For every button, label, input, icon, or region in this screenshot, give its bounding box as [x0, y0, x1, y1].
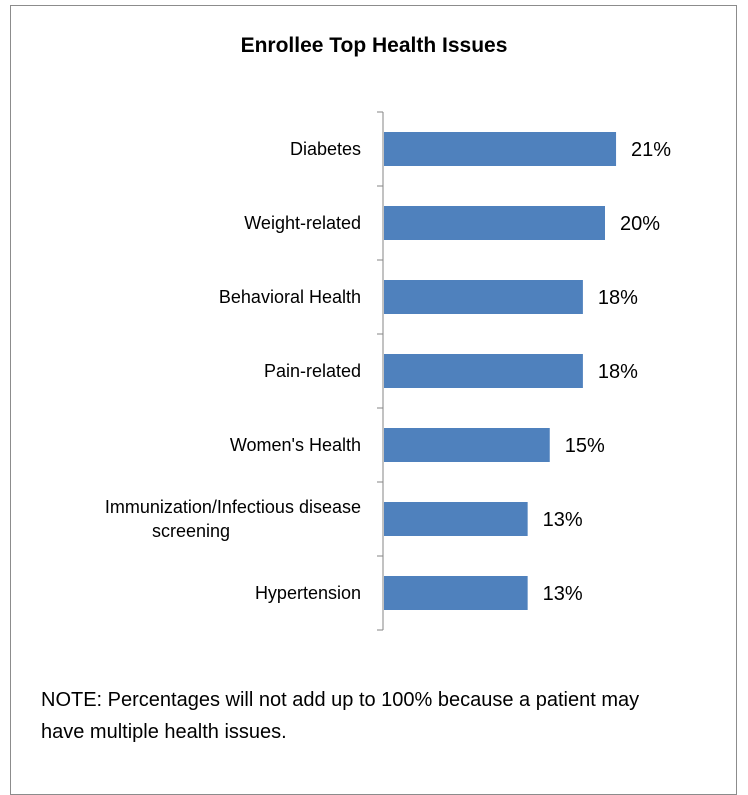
data-label: 15% [565, 435, 605, 457]
bar [384, 354, 583, 388]
bar [384, 428, 550, 462]
chart-title: Enrollee Top Health Issues [240, 34, 508, 57]
data-label: 18% [598, 287, 638, 309]
bar [384, 132, 617, 166]
data-label: 20% [620, 213, 660, 235]
bar [384, 206, 605, 240]
category-label: Weight-related [244, 213, 361, 233]
bar [384, 280, 583, 314]
category-label: Women's Health [230, 435, 361, 455]
category-label: Diabetes [290, 139, 361, 159]
chart-note: NOTE: Percentages will not add up to 100… [41, 689, 640, 743]
category-label: screening [152, 521, 230, 541]
category-label: Pain-related [264, 361, 361, 381]
data-label: 21% [631, 139, 671, 161]
data-label: 13% [543, 509, 583, 531]
category-label: Behavioral Health [219, 287, 361, 307]
category-label: Immunization/Infectious disease [105, 497, 361, 517]
data-label: 13% [543, 583, 583, 605]
bar [384, 576, 528, 610]
category-label: Hypertension [255, 583, 361, 603]
data-label: 18% [598, 361, 638, 383]
bar [384, 502, 528, 536]
bar-chart: 21% Diabetes 20% Weight-related 18% Behaviora… [105, 111, 671, 631]
